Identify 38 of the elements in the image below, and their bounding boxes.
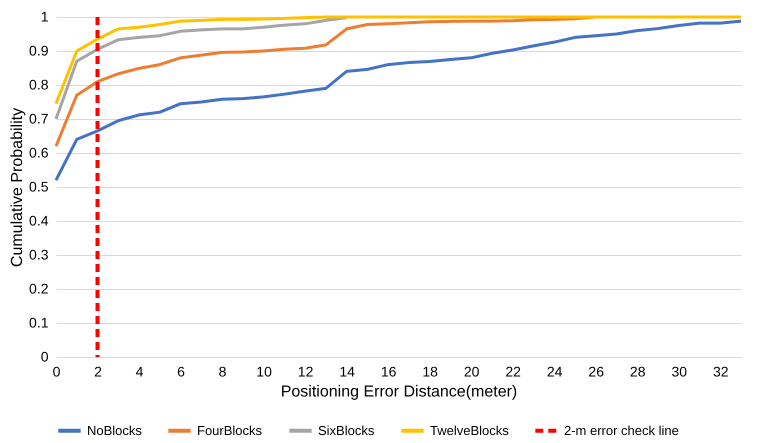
line-series <box>54 20 742 182</box>
y-tick-label: 0.3 <box>29 246 49 262</box>
x-tick-label: 14 <box>339 364 356 380</box>
x-tick-label: 6 <box>177 364 186 380</box>
line-series <box>54 16 348 120</box>
y-tick-label: 0.5 <box>29 178 49 194</box>
legend-label: NoBlocks <box>87 422 142 438</box>
legend-label: FourBlocks <box>197 422 263 438</box>
y-tick-label: 0.7 <box>29 110 49 126</box>
x-tick-label: 18 <box>422 364 438 380</box>
y-tick-label: 1 <box>40 8 49 24</box>
y-tick-label: 0.4 <box>29 212 49 228</box>
y-tick-label: 0.8 <box>29 76 49 92</box>
y-tick-label: 0.1 <box>29 314 49 330</box>
x-tick-label: 26 <box>588 364 604 380</box>
x-tick-label: 0 <box>52 364 61 380</box>
x-tick-label: 30 <box>671 364 688 380</box>
legend-label: SixBlocks <box>318 422 375 438</box>
x-tick-label: 32 <box>712 364 729 380</box>
x-tick-label: 10 <box>256 364 272 380</box>
line-series <box>54 16 742 106</box>
x-axis-title: Positioning Error Distance(meter) <box>280 384 518 400</box>
y-tick-label: 0.9 <box>29 42 49 58</box>
x-tick-label: 4 <box>136 364 144 380</box>
y-tick-label: 0 <box>40 348 49 364</box>
y-tick-label: 0.6 <box>29 144 49 160</box>
legend-label: TwelveBlocks <box>430 422 510 438</box>
x-tick-label: 12 <box>298 364 314 380</box>
x-tick-label: 2 <box>94 364 102 380</box>
legend-label: 2-m error check line <box>564 422 679 438</box>
x-tick-label: 28 <box>630 364 646 380</box>
y-tick-label: 0.2 <box>29 280 49 296</box>
x-tick-label: 24 <box>546 364 563 380</box>
x-tick-label: 8 <box>218 364 227 380</box>
x-tick-label: 16 <box>380 364 397 380</box>
y-axis-title: Cumulative Probability <box>9 108 26 268</box>
x-tick-label: 20 <box>464 364 480 380</box>
x-tick-label: 22 <box>505 364 522 380</box>
